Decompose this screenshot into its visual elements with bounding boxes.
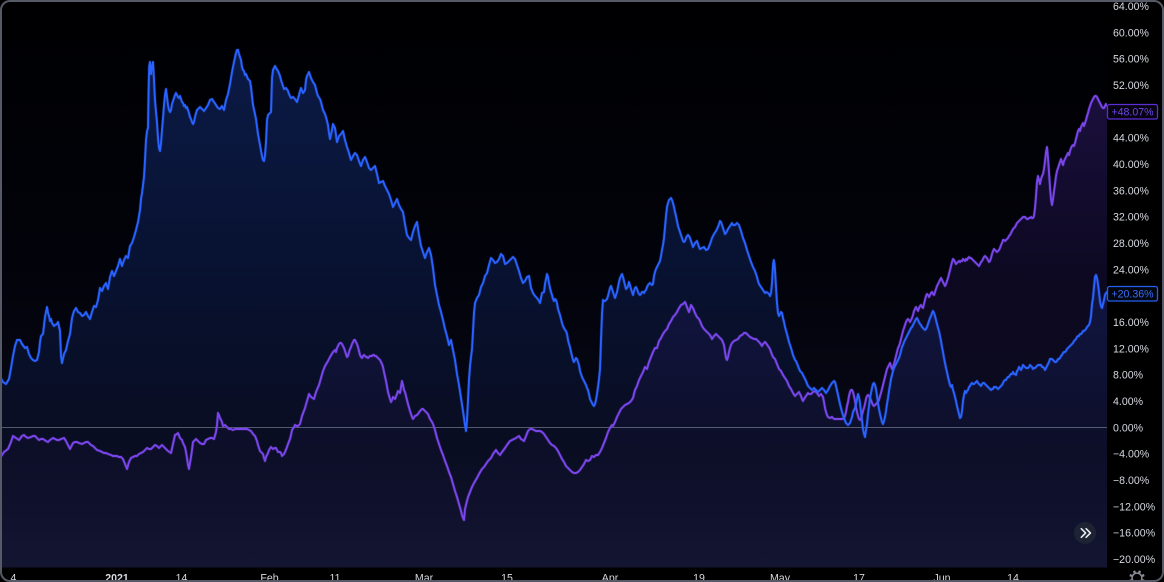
svg-text:44.00%: 44.00%	[1113, 133, 1150, 145]
svg-text:+20.36%: +20.36%	[1111, 289, 1154, 301]
svg-text:52.00%: 52.00%	[1113, 80, 1150, 92]
svg-text:11: 11	[330, 573, 341, 582]
svg-text:32.00%: 32.00%	[1113, 212, 1150, 224]
svg-text:−8.00%: −8.00%	[1113, 475, 1150, 487]
svg-text:15: 15	[501, 573, 513, 582]
svg-text:−12.00%: −12.00%	[1113, 501, 1156, 513]
svg-text:56.00%: 56.00%	[1113, 54, 1150, 66]
svg-text:Apr: Apr	[602, 573, 619, 582]
svg-text:24.00%: 24.00%	[1113, 264, 1150, 276]
svg-text:40.00%: 40.00%	[1113, 159, 1150, 171]
svg-text:+48.07%: +48.07%	[1111, 107, 1154, 119]
svg-text:4.00%: 4.00%	[1113, 396, 1144, 408]
svg-text:17: 17	[853, 573, 865, 582]
svg-text:36.00%: 36.00%	[1113, 185, 1150, 197]
svg-text:Feb: Feb	[260, 573, 278, 582]
svg-text:8.00%: 8.00%	[1113, 370, 1144, 382]
svg-text:28.00%: 28.00%	[1113, 238, 1150, 250]
svg-text:64.00%: 64.00%	[1113, 1, 1150, 13]
svg-text:0.00%: 0.00%	[1113, 422, 1144, 434]
svg-text:May: May	[770, 573, 791, 582]
svg-text:Jun: Jun	[933, 573, 950, 582]
svg-text:14: 14	[1007, 573, 1019, 582]
svg-text:14: 14	[176, 573, 188, 582]
svg-text:Mar: Mar	[415, 573, 434, 582]
svg-text:−16.00%: −16.00%	[1113, 528, 1156, 540]
svg-text:−20.00%: −20.00%	[1113, 554, 1156, 566]
svg-text:−4.00%: −4.00%	[1113, 449, 1150, 461]
svg-text:4: 4	[11, 573, 17, 582]
svg-text:19: 19	[693, 573, 705, 582]
svg-text:60.00%: 60.00%	[1113, 27, 1150, 39]
svg-text:12.00%: 12.00%	[1113, 343, 1150, 355]
svg-text:2021: 2021	[105, 573, 129, 582]
svg-text:16.00%: 16.00%	[1113, 317, 1150, 329]
